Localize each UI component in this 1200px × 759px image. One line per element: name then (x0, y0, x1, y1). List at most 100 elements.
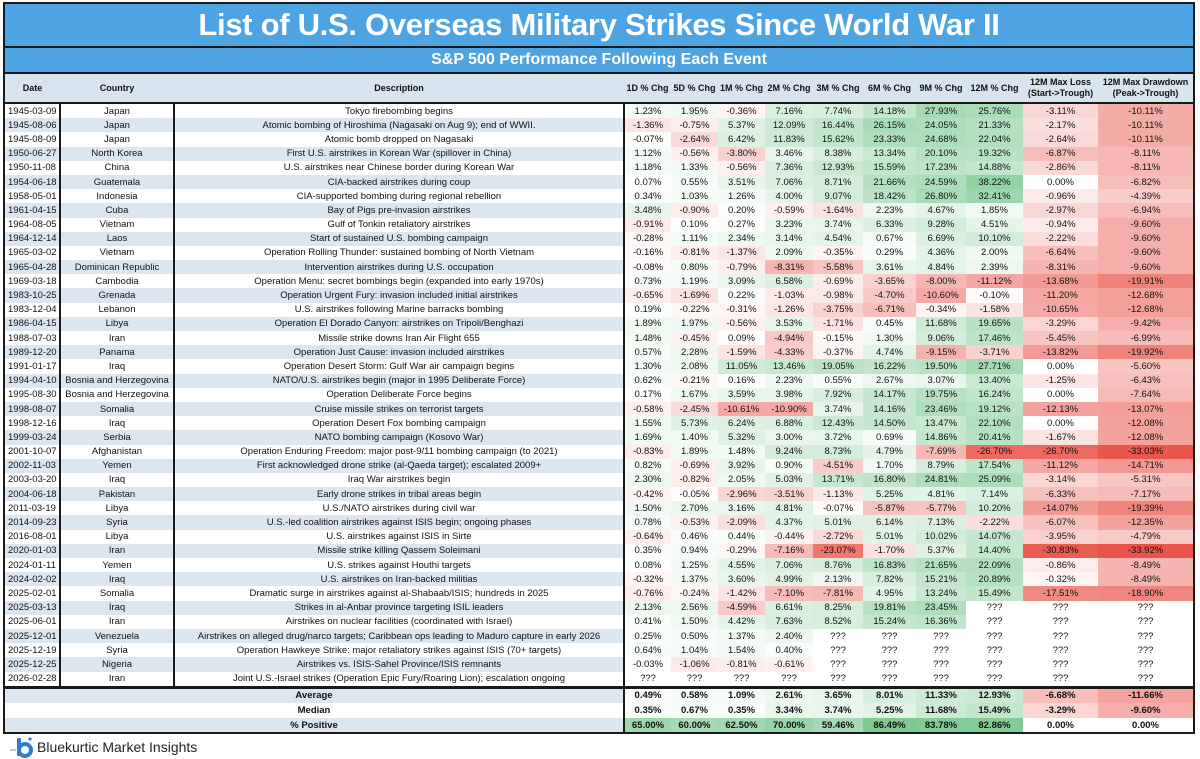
value-cell: -5.77% (916, 501, 966, 516)
table-row: 1983-12-04 Lebanon U.S. airstrikes followi… (5, 302, 1193, 317)
value-cell: 1.48% (623, 331, 671, 346)
value-cell: 1.48% (718, 444, 765, 459)
value-cell: 14.18% (863, 101, 916, 119)
value-cell: -9.60% (1098, 217, 1193, 232)
value-cell: -0.08% (623, 260, 671, 275)
value-cell: -0.61% (765, 657, 813, 672)
value-cell: -5.45% (1023, 331, 1098, 346)
description-cell: Operation Desert Storm: Gulf War air cam… (174, 359, 625, 374)
value-cell: 1.89% (671, 444, 718, 459)
value-cell: 1.04% (671, 643, 718, 658)
value-cell: 21.66% (863, 174, 916, 190)
value-cell: -12.68% (1098, 302, 1193, 317)
value-cell: 15.24% (863, 614, 916, 629)
table-row: 2025-03-13 Iraq Strikes in al-Anbar provin… (5, 600, 1193, 615)
value-cell: -0.16% (623, 245, 671, 261)
summary-value: 1.09% (718, 685, 765, 704)
value-cell: -0.83% (623, 444, 671, 459)
value-cell: 2.40% (765, 628, 813, 644)
value-cell: -8.11% (1098, 160, 1193, 175)
value-cell: 1.11% (671, 231, 718, 246)
date-cell: 1986-04-15 (5, 316, 61, 331)
column-header: Date (5, 74, 60, 103)
description-cell: First U.S. airstrikes in Korean War (spi… (174, 146, 625, 161)
value-cell: 4.36% (916, 245, 966, 261)
description-cell: Operation Rolling Thunder: sustained bom… (174, 245, 625, 261)
value-cell: -9.60% (1098, 245, 1193, 261)
page-subtitle: S&P 500 Performance Following Each Event (5, 48, 1193, 74)
value-cell: -9.42% (1098, 316, 1193, 331)
value-cell: 19.75% (916, 387, 966, 402)
table-row: 2025-12-25 Nigeria Airstrikes vs. ISIS-Sah… (5, 657, 1193, 672)
value-cell: 2.09% (765, 245, 813, 261)
value-cell: 4.55% (718, 558, 765, 573)
value-cell: 17.46% (966, 331, 1023, 346)
value-cell: -1.64% (813, 203, 863, 218)
value-cell: 26.80% (916, 189, 966, 204)
value-cell: ??? (1137, 616, 1154, 628)
date-cell: 1988-07-03 (5, 331, 61, 346)
value-cell: -12.35% (1098, 515, 1193, 530)
date-cell: 1945-08-09 (5, 132, 61, 147)
date-cell: 1969-03-18 (5, 274, 61, 289)
value-cell: ??? (1052, 658, 1069, 670)
value-cell: -0.56% (671, 146, 718, 161)
value-cell: ??? (830, 658, 846, 670)
table-row: 1965-03-02 Vietnam Operation Rolling Thund… (5, 245, 1193, 261)
value-cell: -0.56% (718, 160, 765, 175)
value-cell: ??? (686, 673, 703, 685)
value-cell: 19.05% (813, 359, 863, 374)
value-cell: -0.03% (623, 657, 671, 672)
table-row: 1986-04-15 Libya Operation El Dorado Canyo… (5, 316, 1193, 331)
value-cell: 0.00% (1047, 176, 1074, 188)
table-row: 2016-08-01 Libya U.S. airstrikes against I… (5, 529, 1193, 544)
table-row: 2020-01-03 Iran Missile strike killing Qas… (5, 543, 1193, 558)
value-cell: ??? (881, 644, 898, 656)
value-cell: 0.80% (671, 260, 718, 275)
column-header: Country (60, 74, 174, 103)
value-cell: ??? (1137, 673, 1154, 685)
country-cell: Iran (60, 671, 175, 688)
value-cell: -7.10% (765, 586, 813, 601)
value-cell: ??? (830, 644, 846, 656)
column-header: 5D % Chg (671, 74, 718, 103)
value-cell: 1.33% (671, 160, 718, 175)
value-cell: 1.40% (671, 430, 718, 445)
value-cell: 6.42% (718, 132, 765, 147)
description-cell: Operation Deliberate Force begins (174, 387, 625, 402)
value-cell: -10.61% (718, 401, 765, 417)
value-cell: -5.60% (1098, 359, 1193, 374)
summary-value: 11.33% (916, 685, 966, 704)
value-cell: -0.34% (916, 302, 966, 317)
value-cell: 2.05% (718, 472, 765, 488)
value-cell: -19.91% (1098, 274, 1193, 289)
value-cell: -13.82% (1023, 345, 1098, 360)
value-cell: -0.22% (671, 302, 718, 317)
value-cell: 5.03% (765, 472, 813, 488)
value-cell: -0.05% (671, 487, 718, 502)
country-cell: Indonesia (60, 189, 175, 204)
value-cell: 4.79% (863, 444, 916, 459)
value-cell: 3.53% (765, 316, 813, 331)
value-cell: 1.23% (623, 101, 671, 119)
value-cell: 0.41% (623, 614, 671, 629)
description-cell: Early drone strikes in tribal areas begi… (174, 487, 625, 502)
country-cell: Iran (60, 614, 175, 629)
column-header: 2M % Chg (765, 74, 813, 103)
summary-value: 0.00% (1047, 719, 1074, 731)
table-row: 1958-05-01 Indonesia CIA-supported bombing… (5, 189, 1193, 204)
date-cell: 2025-12-19 (5, 643, 61, 658)
value-cell: -0.21% (671, 373, 718, 388)
value-cell: 5.01% (813, 515, 863, 530)
value-cell: 14.17% (863, 387, 916, 402)
value-cell: 14.86% (916, 430, 966, 445)
date-cell: 1991-01-17 (5, 359, 61, 374)
description-cell: Operation Urgent Fury: invasion included… (174, 288, 625, 303)
value-cell: 17.54% (966, 458, 1023, 473)
value-cell: -0.28% (623, 231, 671, 246)
table-row: 1969-03-18 Cambodia Operation Menu: secret… (5, 274, 1193, 289)
value-cell: 1.67% (671, 387, 718, 402)
value-cell: -2.09% (718, 515, 765, 530)
description-cell: Dramatic surge in airstrikes against al-… (174, 586, 625, 601)
value-cell: 1.26% (718, 189, 765, 204)
